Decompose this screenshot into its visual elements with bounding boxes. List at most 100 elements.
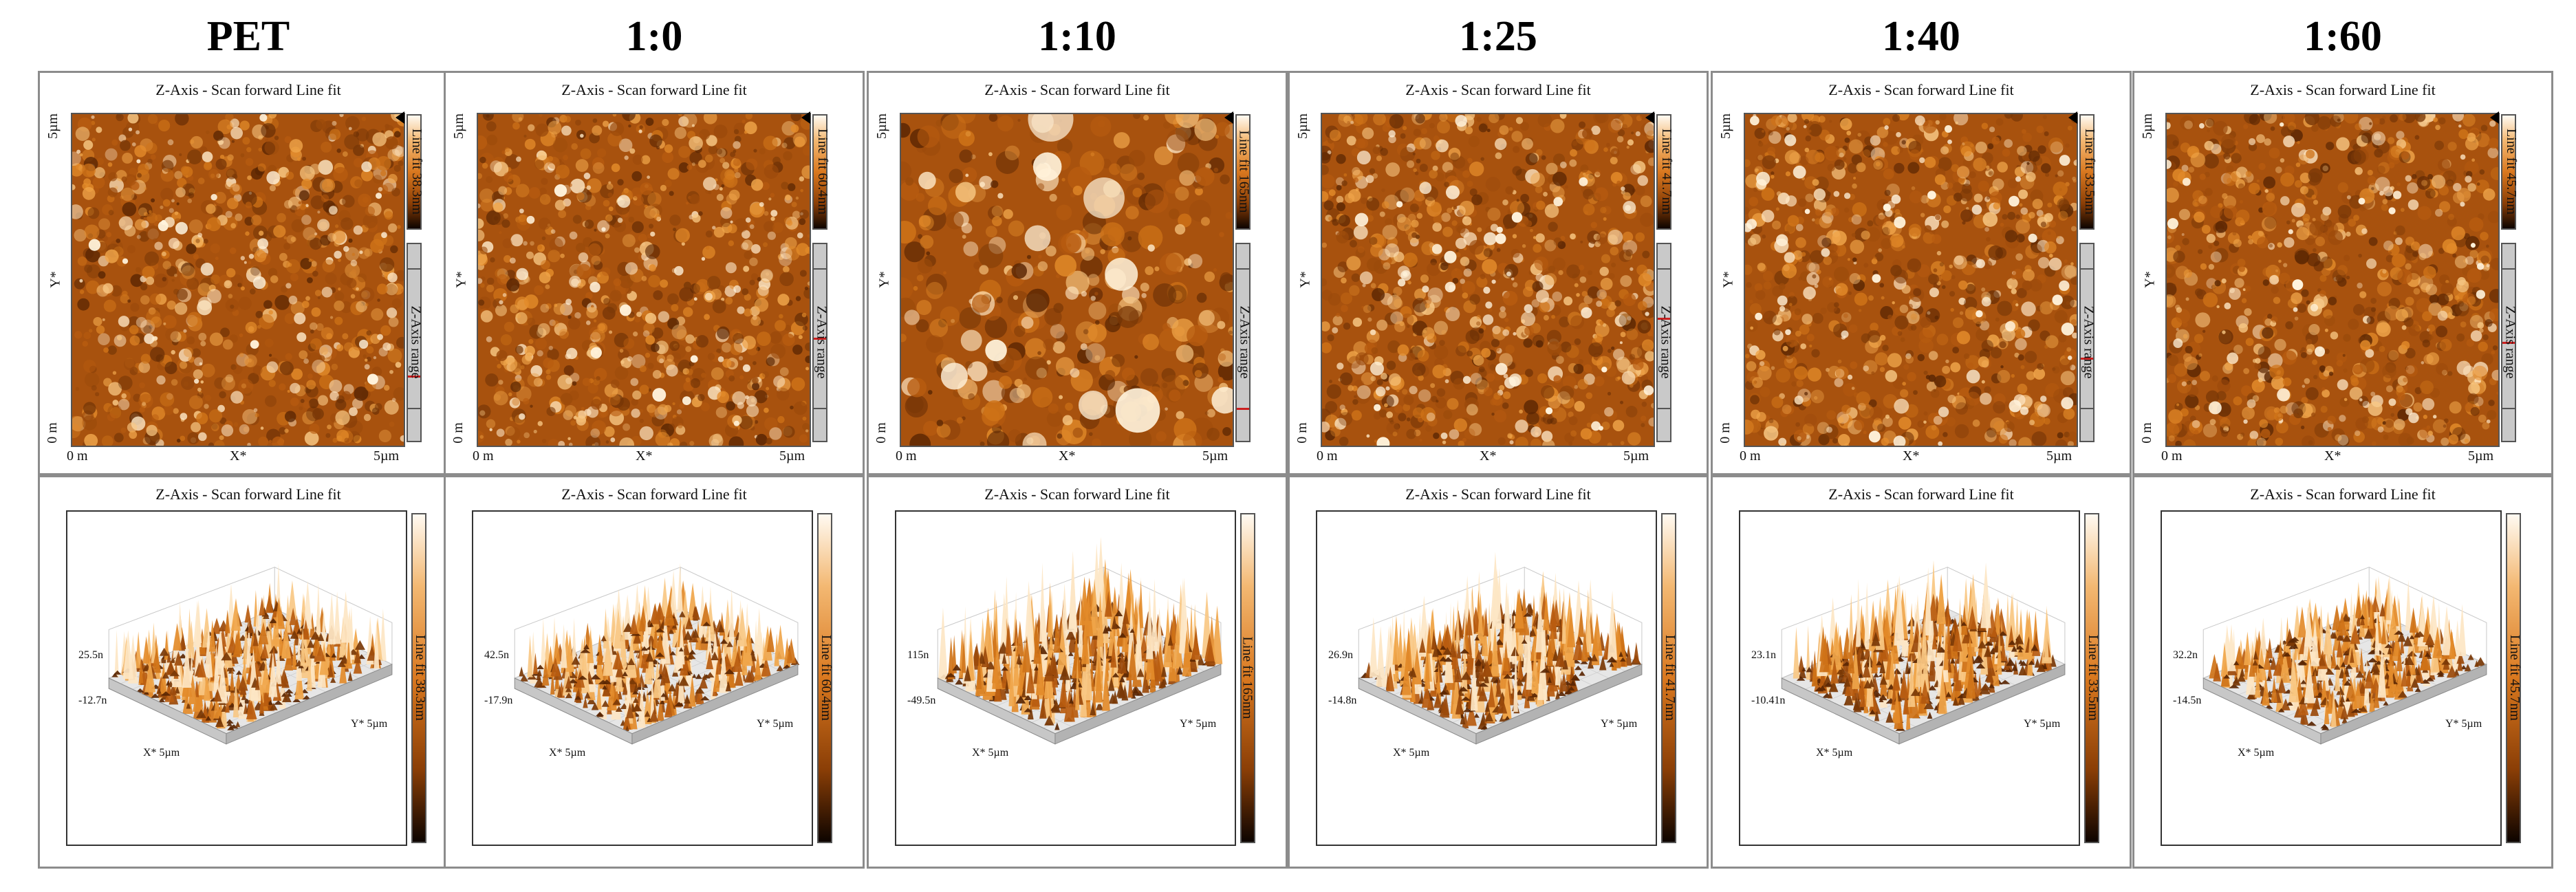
height-map-panel: Z-Axis - Scan forward Line fit 0 m 5µm X* 5µ… [38,71,459,475]
surface-peak [664,697,673,718]
surface-peak [610,635,619,682]
texture-grain [596,271,609,284]
texture-grain [986,431,1010,446]
surface-particle [583,173,591,180]
texture-grain [307,373,313,379]
texture-grain [1466,157,1473,164]
texture-grain [166,301,176,310]
texture-grain [486,121,497,132]
texture-grain [183,347,194,358]
surface-particle [1115,388,1160,433]
texture-grain [515,313,521,319]
texture-grain [1631,347,1643,358]
texture-grain [777,415,785,424]
texture-grain [370,239,385,253]
surface-peak [601,700,609,707]
texture-grain [501,219,510,228]
texture-grain [679,403,685,409]
texture-grain [795,196,799,200]
surface-peak [727,662,736,688]
texture-grain [138,361,151,373]
texture-grain [174,211,179,215]
texture-grain [581,406,585,411]
texture-grain [1353,177,1359,183]
texture-grain [1596,301,1603,307]
texture-grain [1581,291,1588,297]
texture-grain [1054,254,1077,277]
texture-grain [190,135,203,149]
z-axis-range-label: Z-Axis range [1658,305,1674,379]
texture-grain [1574,384,1579,389]
texture-grain [203,162,213,171]
texture-grain [979,175,993,190]
texture-grain [799,218,806,226]
texture-grain [163,322,166,325]
surface-particle [1524,304,1533,313]
texture-grain [1573,364,1584,374]
texture-grain [289,139,303,153]
texture-grain [1578,358,1583,365]
height-map-panel: Z-Axis - Scan forward Line fit 0 m 5µm X* 5µ… [444,71,865,475]
texture-grain [112,400,119,406]
texture-grain [783,426,795,438]
surface-peak [302,619,310,640]
texture-grain [682,114,697,128]
texture-grain [1409,386,1418,395]
texture-grain [1013,295,1019,301]
texture-grain [1061,232,1082,254]
texture-grain [749,224,755,229]
surface-peak [143,690,149,695]
surface-peak [1044,715,1054,726]
texture-grain [1594,187,1608,202]
surface-peak [174,651,183,666]
texture-grain [918,234,923,239]
texture-grain [1046,360,1051,365]
texture-grain [559,331,568,340]
texture-grain [84,372,100,387]
texture-grain [334,301,345,312]
surface-peak [640,647,649,668]
texture-grain [1145,266,1154,275]
texture-grain [147,213,158,224]
texture-grain [1516,199,1519,202]
surface-particle [1581,307,1592,318]
surface-peak [193,600,202,648]
texture-grain [1476,321,1481,326]
texture-grain [171,199,175,203]
surface-peak [160,663,167,695]
texture-grain [1322,152,1331,164]
texture-grain [1381,395,1394,409]
texture-grain [1196,292,1207,303]
texture-grain [1229,330,1233,335]
texture-grain [1630,267,1634,271]
texture-grain [334,240,340,247]
texture-grain [1397,344,1409,356]
surface-peak [632,689,639,695]
texture-grain [210,243,221,254]
texture-grain [559,329,569,339]
surface-particle [1419,182,1432,195]
texture-grain [1088,301,1107,320]
texture-grain [138,203,153,217]
surface-peak [226,721,232,726]
texture-grain [79,290,85,294]
texture-grain [698,160,706,168]
texture-grain [1402,126,1407,131]
texture-grain [245,231,250,236]
texture-grain [805,356,810,364]
surface-peak [1053,613,1061,653]
surface-peak [162,671,170,679]
texture-grain [245,202,252,208]
texture-grain [1455,237,1467,250]
texture-grain [984,400,1005,422]
texture-grain [1322,174,1335,189]
surface-peak [602,683,611,697]
texture-grain [72,423,81,439]
texture-grain [905,177,914,186]
texture-grain [140,295,150,305]
texture-grain [541,438,547,444]
texture-grain [506,426,521,441]
texture-grain [1594,169,1601,176]
texture-grain [1072,427,1083,438]
texture-grain [1217,362,1233,381]
